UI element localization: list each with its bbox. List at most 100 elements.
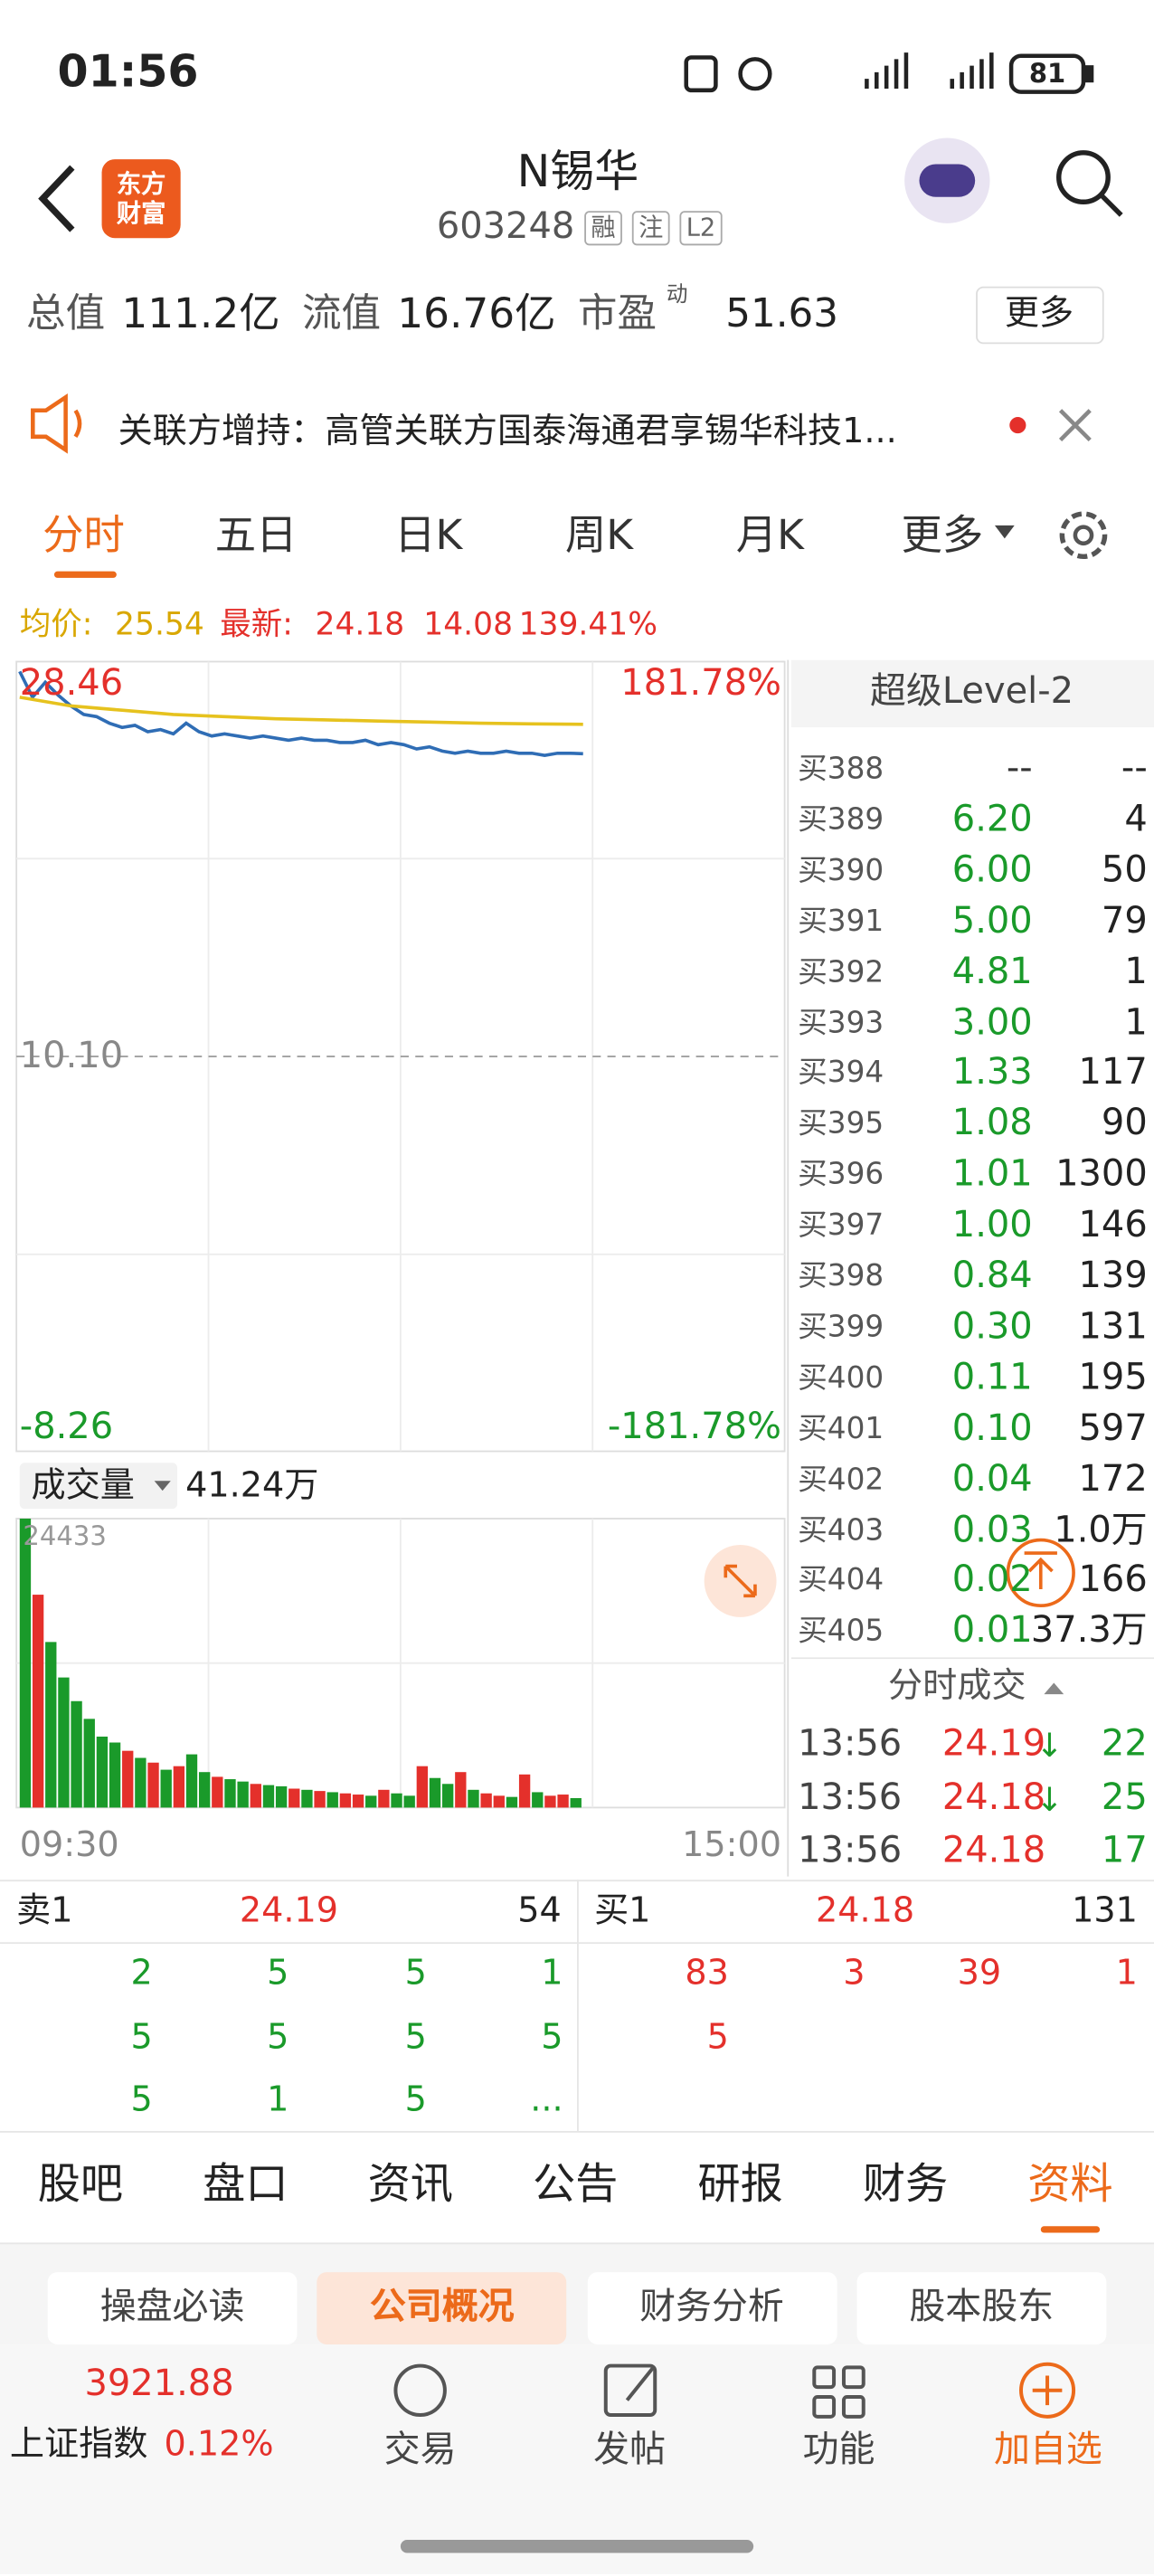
volume-bar bbox=[122, 1750, 134, 1808]
subtab[interactable]: 财务分析 bbox=[587, 2272, 837, 2344]
section-tab[interactable]: 公告 bbox=[532, 2160, 619, 2211]
action-icons bbox=[393, 2362, 1076, 2419]
section-tab[interactable]: 股吧 bbox=[37, 2160, 124, 2211]
level2-qty: 597 bbox=[1078, 1407, 1148, 1450]
more-button[interactable]: 更多 bbox=[1004, 292, 1074, 333]
volume-bar bbox=[532, 1792, 544, 1808]
subtab[interactable]: 公司概况 bbox=[317, 2272, 567, 2344]
action[interactable]: 交易 bbox=[383, 2429, 457, 2471]
stock-tag: L2 bbox=[679, 211, 723, 246]
level2-label: 买405 bbox=[798, 1614, 884, 1649]
chart-tab[interactable]: 更多 bbox=[901, 511, 984, 560]
trades-title: 分时成交 bbox=[887, 1665, 1026, 1705]
index-pct: 0.12% bbox=[164, 2423, 274, 2464]
logo-bg bbox=[101, 159, 181, 239]
action[interactable]: 功能 bbox=[802, 2429, 875, 2471]
volume-grid bbox=[16, 1518, 785, 1808]
action[interactable]: 加自选 bbox=[994, 2429, 1102, 2471]
chart-tab[interactable]: 五日 bbox=[214, 511, 298, 560]
chart-tab[interactable]: 周K bbox=[564, 511, 634, 560]
level2-qty: 146 bbox=[1078, 1205, 1148, 1246]
volume-bar bbox=[301, 1789, 313, 1808]
subtab[interactable]: 股本股东 bbox=[856, 2272, 1107, 2344]
level2-label: 买399 bbox=[798, 1310, 884, 1345]
section-tab[interactable]: 研报 bbox=[697, 2160, 783, 2211]
level2-qty: 172 bbox=[1078, 1458, 1148, 1501]
level2-qty: 37.3万 bbox=[1030, 1611, 1148, 1653]
divider bbox=[0, 1880, 1154, 1882]
metric-label: 流值 bbox=[301, 290, 382, 337]
volume-bar bbox=[493, 1795, 505, 1808]
book-queue: 5 bbox=[267, 2015, 289, 2056]
stock-code: 603248 bbox=[436, 206, 575, 249]
volume-bar bbox=[339, 1793, 352, 1808]
notice-text[interactable]: 关联方增持：高管关联方国泰海通君享锡华科技1... bbox=[118, 411, 897, 451]
book-queue: 1 bbox=[1115, 1953, 1138, 1993]
section-tab[interactable]: 资讯 bbox=[367, 2160, 453, 2211]
close-icon[interactable] bbox=[1058, 409, 1092, 442]
volume-bar bbox=[506, 1796, 518, 1808]
search-icon[interactable] bbox=[1056, 150, 1111, 204]
chart-tab[interactable]: 月K bbox=[735, 511, 804, 560]
volume-select[interactable] bbox=[19, 1463, 178, 1510]
level2-label: 买390 bbox=[798, 853, 884, 888]
book-queue: 5 bbox=[404, 2079, 427, 2119]
volume-bar bbox=[480, 1793, 492, 1808]
volume-bar bbox=[288, 1788, 300, 1808]
volume-bar bbox=[570, 1797, 582, 1808]
section-tab[interactable]: 盘口 bbox=[203, 2160, 288, 2211]
volume-bar bbox=[326, 1792, 338, 1808]
stock-name: N锡华 bbox=[516, 147, 639, 198]
quote-pct: 139.41% bbox=[518, 606, 658, 643]
level2-label: 买404 bbox=[798, 1563, 884, 1598]
section-tab[interactable]: 财务 bbox=[862, 2160, 949, 2211]
metric-value: 51.63 bbox=[725, 290, 839, 337]
volume-bar bbox=[71, 1700, 82, 1808]
volume-total: 41.24万 bbox=[185, 1464, 319, 1505]
volume-bar bbox=[160, 1769, 172, 1808]
level2-qty: -- bbox=[1121, 748, 1148, 791]
tab-underline bbox=[53, 571, 117, 578]
battery: 81 bbox=[1028, 57, 1066, 90]
trade-time: 13:56 bbox=[798, 1830, 903, 1872]
level2-label: 买403 bbox=[798, 1512, 884, 1548]
book-queue: 83 bbox=[685, 1953, 729, 1993]
section-tab[interactable]: 资料 bbox=[1027, 2160, 1113, 2211]
more-button[interactable] bbox=[976, 286, 1104, 345]
level2-price: 0.03 bbox=[951, 1509, 1033, 1551]
trade-qty: 22 bbox=[1101, 1723, 1148, 1766]
quote-avg: 25.54 bbox=[115, 606, 204, 643]
chart-tab[interactable]: 日K bbox=[394, 511, 463, 560]
book-queue: 5 bbox=[267, 1953, 289, 1993]
level2-qty: 117 bbox=[1078, 1053, 1148, 1094]
quote-latest: 24.18 bbox=[315, 606, 405, 643]
volume-bar bbox=[185, 1754, 198, 1808]
volume-bar bbox=[45, 1642, 57, 1808]
divider bbox=[0, 2242, 1154, 2245]
trade-arrow: ↓ bbox=[1036, 1778, 1064, 1819]
volume-bar bbox=[135, 1757, 147, 1808]
book-queue: 5 bbox=[404, 2015, 427, 2056]
y2-tick-label: 181.78% bbox=[620, 663, 781, 705]
book-queue: 5 bbox=[130, 2015, 153, 2056]
volume-bar bbox=[250, 1784, 261, 1808]
time-start: 09:30 bbox=[19, 1824, 119, 1865]
trade-price: 24.18 bbox=[941, 1830, 1046, 1872]
volume-label: 成交量 bbox=[31, 1464, 135, 1505]
y-tick-label: 10.10 bbox=[19, 1035, 124, 1076]
settings-icon[interactable] bbox=[1059, 511, 1108, 560]
volume-bar bbox=[32, 1595, 44, 1808]
subtab[interactable]: 操盘必读 bbox=[47, 2272, 298, 2344]
price-line bbox=[18, 670, 583, 757]
volume-bar bbox=[365, 1795, 377, 1808]
level2-qty: 1 bbox=[1124, 952, 1148, 993]
level2-qty: 1.0万 bbox=[1054, 1509, 1148, 1551]
action[interactable]: 发帖 bbox=[593, 2429, 667, 2471]
chart-tab[interactable]: 分时 bbox=[43, 511, 125, 560]
back-icon[interactable] bbox=[38, 165, 75, 232]
level2-price: 1.01 bbox=[951, 1154, 1033, 1196]
index-value: 3921.88 bbox=[84, 2363, 234, 2406]
level2-label: 买400 bbox=[798, 1360, 884, 1396]
volume-bar bbox=[557, 1795, 569, 1808]
